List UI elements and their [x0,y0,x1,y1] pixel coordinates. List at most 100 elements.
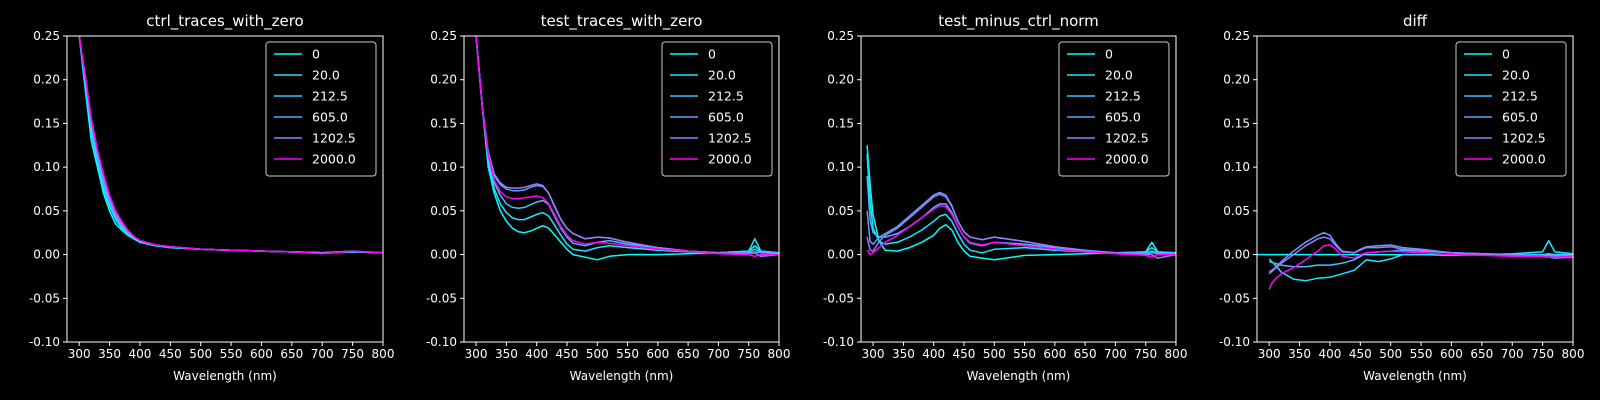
x-tick-label: 550 [1410,347,1433,361]
y-tick-label: 0.10 [33,160,60,174]
y-tick-label: -0.05 [426,291,457,305]
x-tick-label: 300 [68,347,91,361]
y-tick-label: 0.20 [827,73,854,87]
legend-entry: 1202.5 [708,131,752,146]
legend-entry: 0 [1502,47,1510,62]
x-tick-label: 400 [922,347,945,361]
legend-entry: 1202.5 [312,131,356,146]
y-tick-label: 0.00 [827,248,854,262]
y-tick-label: 0.05 [827,204,854,218]
y-tick-label: 0.15 [1223,116,1250,130]
y-tick-label: -0.10 [29,335,60,349]
legend-entry: 605.0 [1502,110,1538,125]
legend-entry: 2000.0 [1105,152,1149,167]
x-tick-label: 550 [616,347,639,361]
series-line-2000-0 [475,36,779,258]
legend-entry: 0 [312,47,320,62]
y-tick-label: 0.00 [33,248,60,262]
chart-panel-2: test_traces_with_zero 300 350 400 450 500 550 6… [426,12,791,383]
x-tick-label: 700 [311,347,334,361]
chart-title: test_traces_with_zero [541,12,703,31]
x-tick-label: 450 [953,347,976,361]
x-tick-label: 400 [128,347,151,361]
y-tick-label: 0.15 [827,116,854,130]
x-tick-label: 650 [677,347,700,361]
series-line-20-0 [1268,239,1573,282]
legend-entry: 1202.5 [1105,131,1149,146]
x-tick-label: 550 [1013,347,1036,361]
x-tick-label: 750 [737,347,760,361]
x-tick-label: 300 [862,347,885,361]
x-tick-label: 450 [1349,347,1372,361]
x-tick-label: 350 [892,347,915,361]
chart-title: test_minus_ctrl_norm [938,12,1099,31]
x-tick-label: 750 [1134,347,1157,361]
x-tick-label: 700 [1501,347,1524,361]
y-tick-label: -0.05 [823,291,854,305]
legend-entry: 212.5 [1105,89,1141,104]
series-line-1202-5 [1268,236,1573,275]
y-tick-label: 0.00 [1223,248,1250,262]
chart-panel-3: test_minus_ctrl_norm 300 350 400 450 500 550 60… [823,12,1188,383]
y-tick-label: 0.20 [1223,73,1250,87]
x-tick-label: 400 [1318,347,1341,361]
legend-entry: 605.0 [312,110,348,125]
axes-frame [860,35,1177,343]
y-tick-label: 0.05 [1223,204,1250,218]
legend-entry: 20.0 [1502,68,1530,83]
legend: 0 20.0 212.5 605.0 1202.5 2000.0 [1058,41,1170,177]
x-tick-label: 300 [1258,347,1281,361]
x-tick-label: 700 [1104,347,1127,361]
legend-entry: 2000.0 [708,152,752,167]
y-tick-label: -0.05 [1219,291,1250,305]
axes-frame [1256,35,1574,343]
x-tick-label: 350 [1288,347,1311,361]
legend-entry: 605.0 [708,110,744,125]
x-tick-label: 650 [280,347,303,361]
y-tick-label: 0.15 [430,116,457,130]
series-line-2000-0 [1268,244,1573,290]
legend: 0 20.0 212.5 605.0 1202.5 2000.0 [661,41,773,177]
x-tick-label: 600 [250,347,273,361]
x-tick-label: 500 [189,347,212,361]
y-tick-label: -0.10 [823,335,854,349]
y-tick-label: 0.20 [33,73,60,87]
legend-entry: 20.0 [708,68,736,83]
axes-frame [463,35,780,343]
series-line-605-0 [1268,231,1573,273]
x-tick-label: 800 [1562,347,1585,361]
series-line-2000-0 [866,204,1176,258]
y-tick-label: -0.10 [426,335,457,349]
x-tick-label: 500 [983,347,1006,361]
x-axis-label: Wavelength (nm) [967,369,1071,383]
x-axis-label: Wavelength (nm) [570,369,674,383]
legend-entry: 2000.0 [312,152,356,167]
x-tick-label: 400 [525,347,548,361]
x-tick-label: 750 [1531,347,1554,361]
x-tick-label: 600 [1440,347,1463,361]
series-line-0 [475,36,779,261]
x-axis-label: Wavelength (nm) [173,369,277,383]
y-tick-label: 0.05 [430,204,457,218]
x-axis-label: Wavelength (nm) [1363,369,1467,383]
y-tick-label: 0.25 [33,29,60,43]
y-tick-label: -0.05 [29,291,60,305]
y-tick-label: 0.00 [430,248,457,262]
x-tick-label: 700 [707,347,730,361]
x-tick-label: 550 [220,347,243,361]
x-tick-label: 450 [159,347,182,361]
x-tick-label: 300 [465,347,488,361]
legend-entry: 2000.0 [1502,152,1546,167]
chart-title: ctrl_traces_with_zero [146,12,303,31]
y-tick-label: 0.05 [33,204,60,218]
legend-entry: 20.0 [312,68,340,83]
legend-entry: 212.5 [1502,89,1538,104]
x-tick-label: 800 [372,347,395,361]
x-tick-label: 450 [556,347,579,361]
series-line-1202-5 [866,193,1176,259]
y-tick-label: 0.10 [430,160,457,174]
legend-entry: 212.5 [708,89,744,104]
series-group [475,36,779,261]
x-tick-label: 750 [341,347,364,361]
